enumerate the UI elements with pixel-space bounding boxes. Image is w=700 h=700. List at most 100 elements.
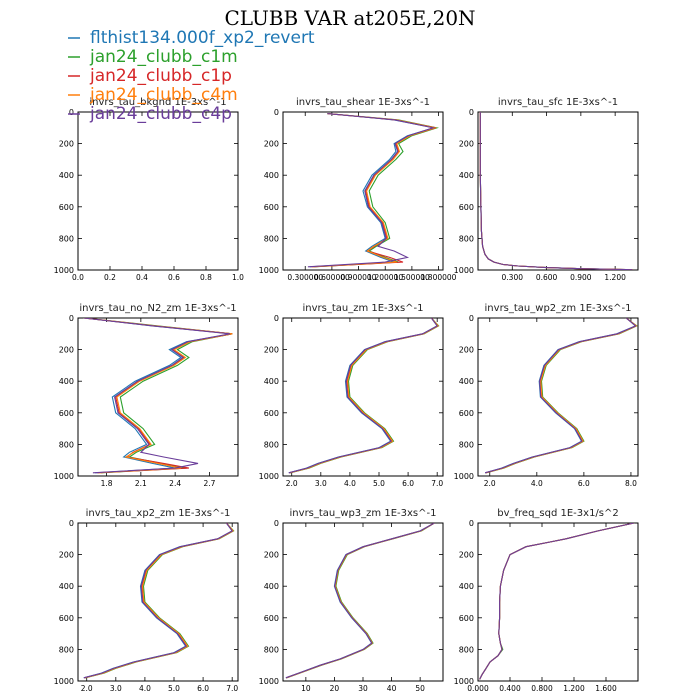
y-tick-label: 200 — [59, 140, 74, 149]
x-tick-label: 5.0 — [168, 684, 180, 693]
x-tick-label: 0.2 — [104, 273, 116, 282]
y-tick-label: 0 — [274, 108, 279, 117]
legend-entry: jan24_clubb_c4m — [89, 85, 238, 105]
panel-title: invrs_tau_bkgnd 1E-3xs^-1 — [89, 97, 226, 108]
series-line-jan24_clubb_c4p — [307, 113, 436, 268]
x-tick-label: 6.0 — [402, 479, 414, 488]
y-tick-label: 400 — [59, 171, 74, 180]
x-tick-label: 0.800 — [531, 684, 553, 693]
y-tick-label: 600 — [264, 614, 279, 623]
y-tick-label: 600 — [459, 409, 474, 418]
y-tick-label: 200 — [459, 346, 474, 355]
y-tick-label: 400 — [59, 582, 74, 591]
x-tick-label: 1.600 — [595, 684, 617, 693]
legend-entry: flthist134.000f_xp2_revert — [90, 28, 315, 48]
x-tick-label: 0.0 — [72, 273, 84, 282]
x-tick-label: 0.900000 — [341, 273, 377, 282]
legend-entry: jan24_clubb_c1p — [89, 66, 232, 86]
x-tick-label: 30 — [358, 684, 368, 693]
legend-entry: jan24_clubb_c1m — [89, 47, 238, 67]
x-tick-label: 1.0 — [232, 273, 244, 282]
y-tick-label: 1000 — [454, 677, 474, 686]
x-tick-label: 2.0 — [484, 479, 496, 488]
x-tick-label: 4.0 — [531, 479, 543, 488]
panel-2: invrs_tau_shear 1E-3xs^-1 0 200 400 600 800 10… — [259, 97, 457, 282]
y-tick-label: 800 — [459, 440, 474, 449]
x-tick-label: 4.0 — [344, 479, 356, 488]
x-tick-label: 0.900 — [570, 273, 592, 282]
x-tick-label: 40 — [387, 684, 397, 693]
figure-title: CLUBB VAR at205E,20N — [224, 6, 475, 30]
panel-3: invrs_tau_sfc 1E-3xs^-1 0 200 400 600 800 1000… — [454, 97, 639, 282]
x-tick-label: 1.200 — [563, 684, 585, 693]
x-tick-label: 0.4 — [136, 273, 148, 282]
x-tick-label: 5.0 — [373, 479, 385, 488]
legend-entry: jan24_clubb_c4p — [89, 104, 232, 124]
series-line-jan24_clubb_c4p — [479, 112, 633, 270]
y-tick-label: 800 — [264, 645, 279, 654]
y-tick-label: 800 — [59, 440, 74, 449]
x-tick-label: 0.000 — [467, 684, 489, 693]
x-tick-label: 2.7 — [203, 479, 215, 488]
y-tick-label: 1000 — [259, 472, 279, 481]
series-line-jan24_clubb_c4p — [285, 523, 435, 679]
x-tick-label: 1.500000 — [394, 273, 430, 282]
y-tick-label: 400 — [264, 171, 279, 180]
plot-frame — [77, 111, 239, 271]
panel-title: invrs_tau_wp2_zm 1E-3xs^-1 — [485, 303, 632, 314]
plot-frame — [77, 522, 239, 682]
plot-frame — [477, 111, 639, 271]
panel-5: invrs_tau_zm 1E-3xs^-1 0 200 400 600 800 1000 2… — [259, 303, 444, 488]
plot-frame — [477, 522, 639, 682]
x-tick-label: 3.0 — [110, 684, 122, 693]
y-tick-label: 600 — [264, 409, 279, 418]
y-tick-label: 800 — [459, 234, 474, 243]
panel-6: invrs_tau_wp2_zm 1E-3xs^-1 0 200 400 600 800 1… — [454, 303, 639, 488]
x-tick-label: 6.0 — [578, 479, 590, 488]
panel-title: invrs_tau_no_N2_zm 1E-3xs^-1 — [79, 303, 236, 314]
series-line-jan24_clubb_c4p — [83, 523, 234, 679]
x-tick-label: 0.400 — [499, 684, 521, 693]
x-tick-label: 2.0 — [286, 479, 298, 488]
x-tick-label: 2.0 — [81, 684, 93, 693]
y-tick-label: 800 — [264, 234, 279, 243]
series-line-jan24_clubb_c4p — [83, 318, 231, 474]
y-tick-label: 1000 — [454, 472, 474, 481]
y-tick-label: 400 — [59, 377, 74, 386]
y-tick-label: 400 — [459, 171, 474, 180]
y-tick-label: 800 — [59, 234, 74, 243]
y-tick-label: 200 — [264, 346, 279, 355]
x-tick-label: 7.0 — [431, 479, 443, 488]
y-tick-label: 1000 — [54, 472, 74, 481]
y-tick-label: 200 — [459, 140, 474, 149]
plot-frame — [282, 111, 444, 271]
y-tick-label: 0 — [274, 314, 279, 323]
x-tick-label: 1.8 — [101, 479, 113, 488]
y-tick-label: 200 — [264, 551, 279, 560]
y-tick-label: 600 — [59, 203, 74, 212]
y-tick-label: 0 — [69, 108, 74, 117]
y-tick-label: 200 — [264, 140, 279, 149]
panel-title: invrs_tau_shear 1E-3xs^-1 — [296, 97, 430, 108]
y-tick-label: 0 — [69, 314, 74, 323]
y-tick-label: 400 — [264, 377, 279, 386]
legend: flthist134.000f_xp2_revertjan24_clubb_c1… — [68, 28, 315, 124]
x-tick-label: 0.600 — [536, 273, 558, 282]
y-tick-label: 800 — [459, 645, 474, 654]
panel-8: invrs_tau_wp3_zm 1E-3xs^-1 0 200 400 600 800 1… — [259, 508, 444, 693]
y-tick-label: 0 — [69, 519, 74, 528]
y-tick-label: 0 — [469, 314, 474, 323]
y-tick-label: 800 — [264, 440, 279, 449]
y-tick-label: 200 — [59, 551, 74, 560]
panel-title: invrs_tau_xp2_zm 1E-3xs^-1 — [86, 508, 231, 519]
x-tick-label: 3.0 — [315, 479, 327, 488]
panel-7: invrs_tau_xp2_zm 1E-3xs^-1 0 200 400 600 800 1… — [54, 508, 239, 693]
y-tick-label: 600 — [59, 409, 74, 418]
y-tick-label: 400 — [459, 582, 474, 591]
panel-4: invrs_tau_no_N2_zm 1E-3xs^-1 0 200 400 600 80… — [54, 303, 239, 488]
panel-1: invrs_tau_bkgnd 1E-3xs^-1 0 200 400 600 800 10… — [54, 97, 245, 282]
panel-title: invrs_tau_wp3_zm 1E-3xs^-1 — [290, 508, 437, 519]
series-line-jan24_clubb_c4p — [484, 318, 637, 474]
x-tick-label: 1.200 — [604, 273, 626, 282]
